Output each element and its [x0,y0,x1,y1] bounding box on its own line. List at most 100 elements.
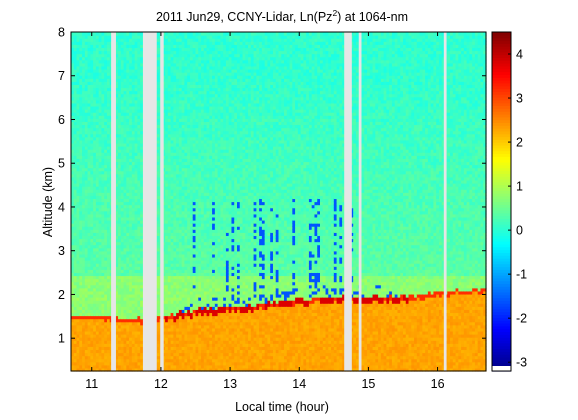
heatmap-cell [71,87,75,92]
heatmap-cell [131,207,136,212]
heatmap-cell [106,112,111,116]
heatmap-cell [71,358,75,363]
heatmap-cell [71,53,75,58]
heatmap-cell [129,204,133,209]
heatmap-cell [134,99,138,104]
heatmap-cell [134,352,138,357]
heatmap-cell [131,216,136,221]
heatmap-cell [131,219,136,224]
heatmap-cell [98,75,103,79]
heatmap-cell [93,321,97,326]
heatmap-cell [82,364,86,369]
heatmap-cell [82,346,86,351]
heatmap-cell [134,309,138,314]
heatmap-cell [129,161,133,166]
heatmap-cell [71,167,75,172]
heatmap-cell [73,290,78,295]
heatmap-cell [98,32,103,36]
heatmap-cell [93,38,97,42]
heatmap-cell [84,287,89,292]
heatmap-cell [120,155,125,159]
heatmap-cell [134,287,138,292]
heatmap-cell [73,195,78,200]
heatmap-cell [101,278,105,283]
heatmap-cell [90,164,94,169]
heatmap-cell [129,121,133,126]
heatmap-cell [71,146,75,150]
heatmap-cell [90,173,94,178]
heatmap-cell [118,164,122,169]
heatmap-cell [95,210,100,215]
heatmap-cell [120,142,125,147]
heatmap-cell [87,229,91,233]
heatmap-cell [79,281,83,286]
heatmap-cell [79,260,83,264]
heatmap-cell [115,84,119,89]
heatmap-cell [71,340,75,344]
heatmap-cell [95,207,100,212]
heatmap-cell [87,176,91,181]
heatmap-cell [71,278,75,283]
heatmap-cell [106,195,111,200]
heatmap-cell [126,352,130,357]
heatmap-cell [134,170,138,175]
heatmap-cell [120,72,125,76]
heatmap-cell [82,136,86,141]
heatmap-cell [95,198,100,203]
heatmap-cell [79,272,83,277]
heatmap-cell [115,195,119,200]
heatmap-cell [120,315,125,320]
heatmap-cell [73,47,78,52]
heatmap-cell [101,130,105,135]
heatmap-cell [79,41,83,45]
heatmap-cell [79,68,83,73]
heatmap-cell [73,164,78,169]
heatmap-cell [98,105,103,110]
heatmap-cell [101,112,105,116]
heatmap-cell [101,164,105,169]
heatmap-cell [118,330,122,335]
heatmap-cell [123,232,127,236]
heatmap-cell [79,327,83,332]
heatmap-cell [129,158,133,163]
heatmap-cell [106,229,111,233]
heatmap-cell [90,290,94,295]
heatmap-cell [95,287,100,292]
heatmap-cell [123,158,127,163]
heatmap-cell [73,272,78,277]
heatmap-cell [126,105,130,110]
heatmap-cell [115,186,119,190]
heatmap-cell [126,158,130,163]
heatmap-cell [126,346,130,351]
heatmap-cell [90,272,94,277]
heatmap-cell [104,238,108,243]
heatmap-cell [134,75,138,79]
heatmap-cell [104,364,108,369]
heatmap-cell [84,256,89,261]
heatmap-cell [101,44,105,49]
heatmap-cell [87,250,91,255]
heatmap-cell [106,210,111,215]
heatmap-cell [84,235,89,240]
heatmap-cell [120,327,125,332]
heatmap-cell [93,41,97,45]
heatmap-cell [118,260,122,264]
heatmap-cell [93,72,97,76]
heatmap-cell [134,260,138,264]
heatmap-cell [98,78,103,82]
heatmap-cell [123,207,127,212]
heatmap-cell [126,72,130,76]
heatmap-cell [93,269,97,273]
heatmap-cell [129,238,133,243]
heatmap-cell [104,68,108,73]
heatmap-cell [129,263,133,267]
heatmap-cell [73,263,78,267]
heatmap-cell [93,266,97,270]
heatmap-cell [93,65,97,70]
heatmap-cell [93,361,97,366]
heatmap-cell [73,155,78,159]
heatmap-cell [123,84,127,89]
heatmap-cell [87,281,91,286]
heatmap-cell [76,118,80,122]
heatmap-cell [129,130,133,135]
